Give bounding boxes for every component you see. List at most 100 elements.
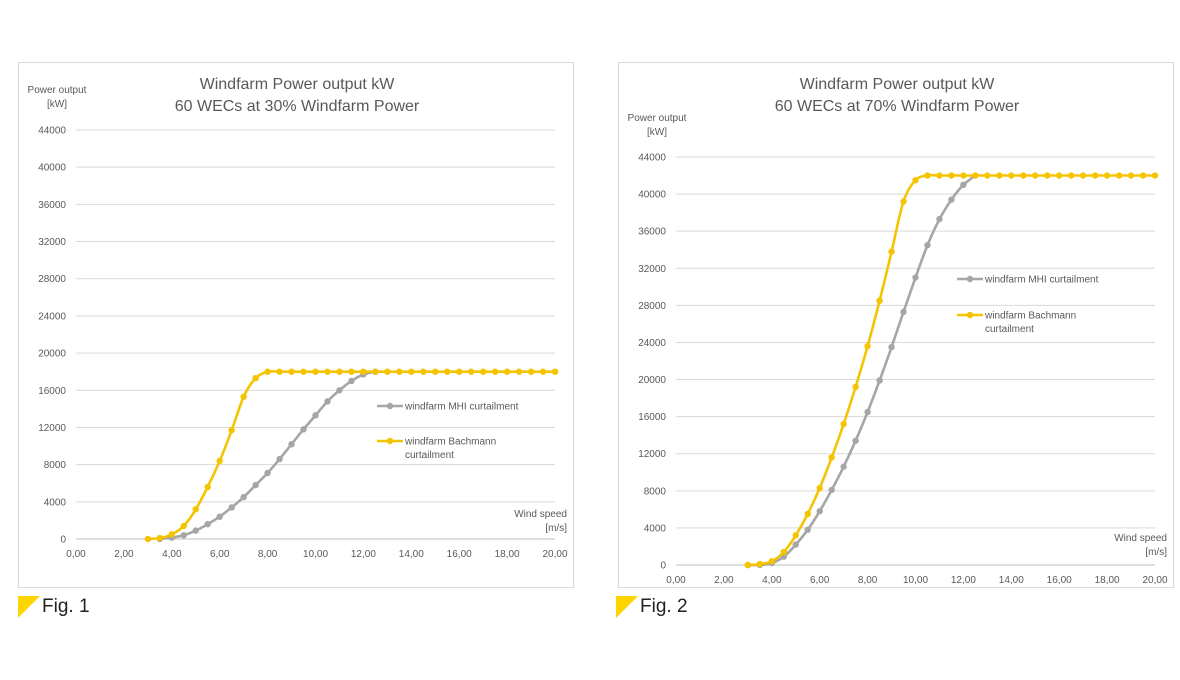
x-tick-label: 6,00 bbox=[810, 575, 830, 586]
data-point-bachmann bbox=[539, 368, 547, 375]
data-point-bachmann bbox=[204, 483, 211, 491]
x-tick-label: 0,00 bbox=[666, 575, 686, 586]
x-tick-label: 2,00 bbox=[714, 575, 734, 586]
data-point-bachmann bbox=[456, 368, 463, 375]
y-tick-label: 28000 bbox=[638, 301, 666, 312]
chart-fig-2: Windfarm Power output kW 60 WECs at 70% W… bbox=[628, 76, 1168, 586]
y-tick-label: 8000 bbox=[44, 460, 67, 471]
data-point-bachmann bbox=[1091, 172, 1099, 179]
data-point-mhi bbox=[240, 493, 247, 501]
y-tick-label: 12000 bbox=[38, 423, 66, 434]
data-point-bachmann bbox=[780, 548, 787, 556]
y-axis-title: [kW] bbox=[647, 127, 667, 138]
y-tick-label: 24000 bbox=[638, 338, 666, 349]
data-point-mhi bbox=[300, 426, 307, 433]
y-tick-label: 44000 bbox=[638, 153, 666, 164]
data-point-bachmann bbox=[551, 368, 559, 375]
data-point-bachmann bbox=[768, 558, 775, 565]
data-point-bachmann bbox=[852, 383, 859, 391]
data-point-bachmann bbox=[840, 420, 847, 428]
legend-label: curtailment bbox=[405, 450, 454, 461]
x-tick-label: 16,00 bbox=[1047, 575, 1072, 586]
y-tick-label: 16000 bbox=[38, 386, 66, 397]
data-point-bachmann bbox=[1020, 172, 1027, 179]
data-point-mhi bbox=[792, 541, 799, 548]
data-point-bachmann bbox=[228, 427, 235, 434]
data-point-bachmann bbox=[312, 368, 319, 375]
data-point-bachmann bbox=[1056, 172, 1063, 179]
x-tick-label: 8,00 bbox=[258, 549, 278, 560]
data-point-bachmann bbox=[432, 368, 439, 375]
figure-label-2: Fig. 2 bbox=[640, 596, 688, 617]
data-point-bachmann bbox=[503, 368, 511, 375]
y-tick-label: 0 bbox=[660, 561, 666, 572]
y-axis-title: [kW] bbox=[47, 99, 67, 110]
data-point-bachmann bbox=[515, 368, 523, 375]
x-tick-label: 14,00 bbox=[999, 575, 1024, 586]
data-point-bachmann bbox=[396, 368, 403, 375]
chart-title-line: Windfarm Power output kW bbox=[200, 76, 396, 93]
data-point-bachmann bbox=[479, 368, 487, 375]
x-tick-label: 16,00 bbox=[447, 549, 472, 560]
data-point-bachmann bbox=[420, 368, 427, 375]
data-point-bachmann bbox=[168, 531, 175, 538]
data-point-bachmann bbox=[900, 198, 907, 205]
data-point-bachmann bbox=[1127, 172, 1135, 179]
data-point-mhi bbox=[948, 196, 955, 203]
x-tick-label: 10,00 bbox=[903, 575, 928, 586]
legend-label: windfarm Bachmann bbox=[404, 437, 496, 448]
data-point-bachmann bbox=[360, 368, 367, 375]
x-tick-label: 14,00 bbox=[399, 549, 424, 560]
data-point-bachmann bbox=[384, 368, 391, 375]
data-point-mhi bbox=[312, 412, 319, 419]
legend-label: windfarm MHI curtailment bbox=[984, 275, 1099, 286]
data-point-bachmann bbox=[1067, 172, 1075, 179]
chart-title-line: 60 WECs at 70% Windfarm Power bbox=[775, 98, 1020, 115]
data-point-bachmann bbox=[744, 561, 752, 569]
data-point-bachmann bbox=[444, 368, 451, 375]
data-point-mhi bbox=[960, 181, 967, 189]
yellow-triangle-icon bbox=[616, 596, 638, 618]
x-tick-label: 18,00 bbox=[495, 549, 520, 560]
data-point-mhi bbox=[264, 469, 271, 477]
x-tick-label: 20,00 bbox=[542, 549, 567, 560]
x-tick-label: 8,00 bbox=[858, 575, 878, 586]
data-point-mhi bbox=[900, 308, 907, 316]
data-point-bachmann bbox=[756, 560, 764, 568]
data-point-bachmann bbox=[816, 484, 823, 492]
data-point-bachmann bbox=[1044, 172, 1051, 179]
data-point-bachmann bbox=[876, 297, 883, 304]
y-axis-title: Power output bbox=[28, 85, 87, 96]
figure-label-1: Fig. 1 bbox=[42, 596, 90, 617]
data-point-mhi bbox=[324, 398, 331, 405]
data-point-mhi bbox=[252, 481, 259, 489]
data-point-bachmann bbox=[336, 368, 343, 375]
data-point-bachmann bbox=[804, 510, 811, 518]
data-point-mhi bbox=[228, 504, 235, 511]
data-point-bachmann bbox=[792, 532, 799, 539]
data-point-bachmann bbox=[912, 176, 919, 184]
y-tick-label: 16000 bbox=[638, 412, 666, 423]
legend-marker-icon bbox=[966, 311, 974, 319]
data-point-bachmann bbox=[1103, 172, 1111, 179]
data-point-mhi bbox=[840, 463, 847, 470]
x-tick-label: 4,00 bbox=[162, 549, 182, 560]
data-point-mhi bbox=[912, 274, 919, 281]
y-tick-label: 36000 bbox=[38, 200, 66, 211]
data-point-bachmann bbox=[924, 172, 931, 179]
legend-label: curtailment bbox=[985, 324, 1034, 335]
x-tick-label: 12,00 bbox=[951, 575, 976, 586]
y-tick-label: 20000 bbox=[638, 375, 666, 386]
y-tick-label: 24000 bbox=[38, 311, 66, 322]
data-point-bachmann bbox=[216, 457, 223, 465]
data-point-bachmann bbox=[936, 172, 943, 179]
legend-label: windfarm Bachmann bbox=[984, 311, 1076, 322]
data-point-bachmann bbox=[372, 368, 379, 375]
y-tick-label: 4000 bbox=[644, 523, 667, 534]
y-tick-label: 40000 bbox=[38, 163, 66, 174]
data-point-mhi bbox=[804, 526, 811, 533]
legend-marker-icon bbox=[966, 275, 974, 283]
legend-label: windfarm MHI curtailment bbox=[404, 402, 519, 413]
data-point-mhi bbox=[852, 437, 859, 444]
y-tick-label: 0 bbox=[60, 535, 66, 546]
